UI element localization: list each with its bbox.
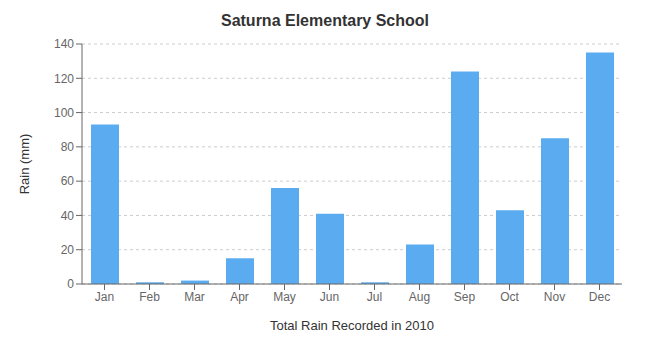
svg-text:Dec: Dec (589, 290, 610, 304)
svg-text:Apr: Apr (230, 290, 249, 304)
svg-text:Mar: Mar (184, 290, 205, 304)
svg-text:May: May (273, 290, 296, 304)
svg-text:Total Rain Recorded in 2010: Total Rain Recorded in 2010 (270, 318, 434, 333)
svg-text:120: 120 (54, 72, 74, 86)
svg-text:Jun: Jun (320, 290, 339, 304)
svg-text:Rain (mm): Rain (mm) (17, 134, 32, 195)
html-text:Saturna Elementary School: Saturna Elementary School (221, 12, 429, 29)
svg-text:100: 100 (54, 106, 74, 120)
svg-text:Sep: Sep (454, 290, 476, 304)
svg-text:0: 0 (67, 277, 74, 291)
svg-text:Oct: Oct (500, 290, 519, 304)
svg-text:20: 20 (61, 243, 75, 257)
svg-text:40: 40 (61, 209, 75, 223)
svg-text:Jan: Jan (95, 290, 114, 304)
svg-text:Aug: Aug (409, 290, 430, 304)
svg-text:80: 80 (61, 140, 75, 154)
svg-text:Nov: Nov (544, 290, 565, 304)
svg-text:Feb: Feb (139, 290, 160, 304)
svg-text:Jul: Jul (367, 290, 382, 304)
svg-text:60: 60 (61, 174, 75, 188)
svg-text:140: 140 (54, 37, 74, 51)
